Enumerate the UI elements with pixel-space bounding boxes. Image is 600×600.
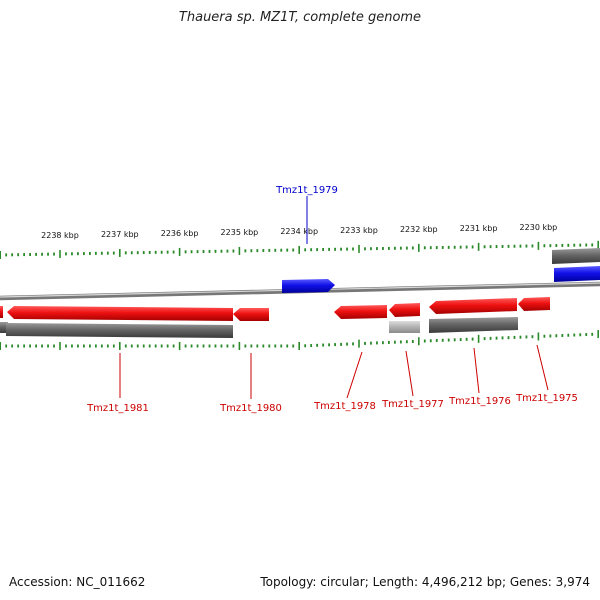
coordinate-label: 2237 kbp — [101, 230, 139, 239]
genome-summary: Topology: circular; Length: 4,496,212 bp… — [260, 575, 590, 589]
accession-info: Accession: NC_011662 — [9, 575, 145, 589]
gene-label-tmz1t-1975[interactable]: Tmz1t_1975 — [515, 393, 578, 404]
label-leader — [346, 351, 363, 399]
gene-bar[interactable] — [552, 248, 600, 264]
topology-label: Topology: — [260, 575, 317, 589]
gene-label-tmz1t-1978[interactable]: Tmz1t_1978 — [313, 401, 376, 412]
gene-bar[interactable] — [429, 317, 518, 333]
label-leader — [536, 344, 549, 391]
coordinate-label: 2230 kbp — [520, 223, 558, 232]
length-label: Length: — [372, 575, 419, 589]
label-leader — [473, 347, 480, 394]
gene-label-tmz1t-1977[interactable]: Tmz1t_1977 — [381, 399, 444, 410]
gene-label-tmz1t-1980[interactable]: Tmz1t_1980 — [219, 403, 282, 414]
gene-label-tmz1t-1979[interactable]: Tmz1t_1979 — [275, 185, 338, 196]
cds-arrow[interactable] — [233, 308, 269, 321]
map-title: Thauera sp. MZ1T, complete genome — [178, 10, 422, 25]
length-value: 4,496,212 bp — [421, 575, 502, 589]
cds-arrow[interactable] — [334, 305, 387, 319]
gene-labels: Tmz1t_1979 Tmz1t_1981 Tmz1t_1980 Tmz1t_1… — [86, 185, 578, 414]
coordinate-label: 2238 kbp — [41, 231, 79, 240]
cds-arrow[interactable] — [389, 303, 420, 317]
cds-arrow[interactable] — [554, 266, 600, 282]
inner-tick-track — [0, 330, 600, 350]
cds-arrow[interactable] — [429, 298, 517, 314]
topology-value: circular — [320, 575, 365, 589]
cds-features — [0, 266, 600, 321]
label-leader — [405, 350, 414, 397]
coordinate-labels: 2238 kbp 2237 kbp 2236 kbp 2235 kbp 2234 kbp… — [41, 223, 557, 240]
coordinate-label: 2232 kbp — [400, 225, 438, 234]
coordinate-label: 2235 kbp — [221, 228, 259, 237]
coordinate-label: 2231 kbp — [460, 224, 498, 233]
accession-label: Accession: — [9, 575, 73, 589]
cds-arrow[interactable] — [282, 279, 335, 293]
cds-arrow[interactable] — [7, 306, 233, 321]
coordinate-label: 2233 kbp — [340, 226, 378, 235]
coordinate-label: 2236 kbp — [161, 229, 199, 238]
gene-label-tmz1t-1976[interactable]: Tmz1t_1976 — [448, 396, 511, 407]
accession-value: NC_011662 — [76, 575, 146, 589]
coordinate-label: 2234 kbp — [280, 227, 318, 236]
gene-bars — [0, 248, 600, 338]
genes-value: 3,974 — [555, 575, 590, 589]
cds-arrow[interactable] — [518, 297, 550, 311]
gene-bar[interactable] — [389, 321, 420, 333]
outer-tick-track — [0, 240, 600, 259]
gene-bar[interactable] — [6, 323, 233, 338]
genes-label: Genes: — [509, 575, 552, 589]
gene-label-tmz1t-1981[interactable]: Tmz1t_1981 — [86, 403, 149, 414]
cds-arrow[interactable] — [0, 306, 3, 318]
